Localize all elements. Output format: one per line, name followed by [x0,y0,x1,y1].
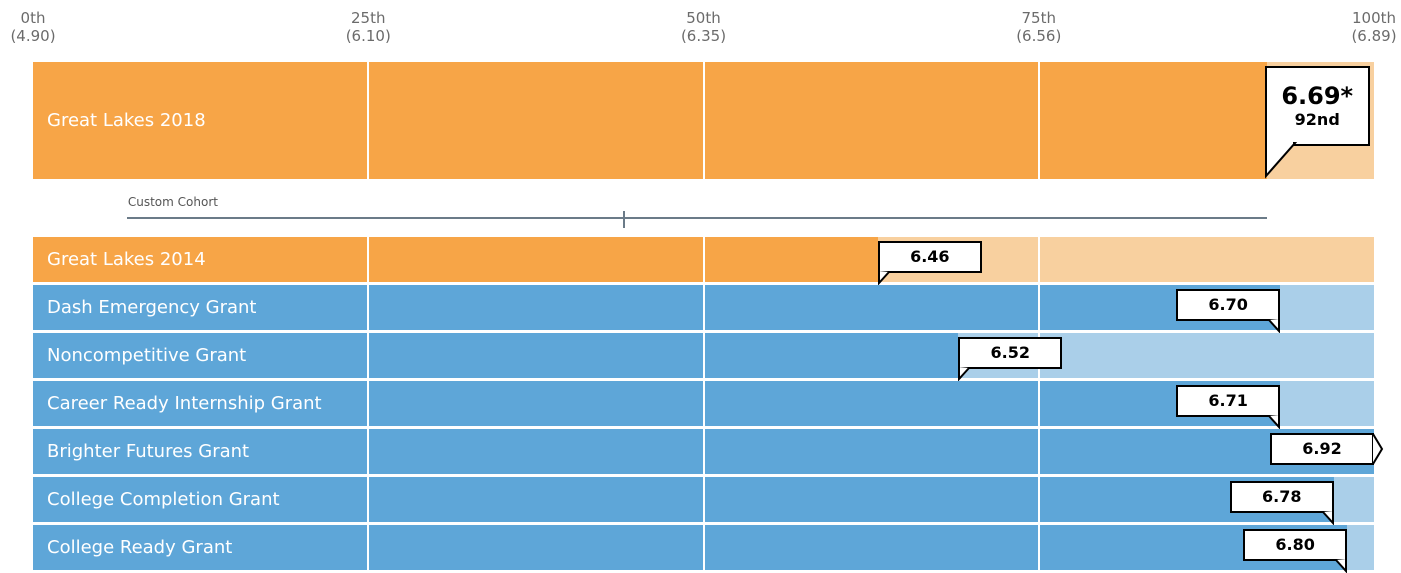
axis-tick-value: (6.56) [1016,27,1062,45]
bar-label: Noncompetitive Grant [47,345,247,366]
pointer-shape [1268,415,1281,430]
axis-tick-percentile: 100th [1351,9,1397,27]
gridline [1037,62,1040,179]
bar-fill [33,525,1348,570]
bar-fill [33,381,1281,426]
gridline [367,285,370,330]
gridline [702,285,705,330]
callout-pointer [1268,319,1281,334]
gridline [367,237,370,282]
value-callout: 6.46 [877,241,982,273]
axis-tick-value: (6.35) [680,27,727,45]
callout-pointer [877,271,890,286]
pointer-shape [1264,140,1297,179]
main-callout-pointer [1264,140,1297,179]
bar-row: Career Ready Internship Grant [33,381,1374,426]
bar-row: Great Lakes 2014 [33,237,1374,282]
gridline [702,333,705,378]
value-callout: 6.71 [1176,385,1281,417]
bar-fill [33,333,959,378]
callout-pointer [1372,433,1384,465]
axis-tick-value: (6.10) [345,27,391,45]
bar-label: College Ready Grant [47,537,233,558]
pointer-shape [958,367,971,382]
gridline [367,62,370,179]
pointer-join [1266,141,1293,144]
pointer-shape [1335,559,1348,573]
axis-tick: 75th (6.56) [979,9,1099,45]
pointer-shape [877,271,890,286]
bar-label: Career Ready Internship Grant [47,393,322,414]
main-rank: 92nd [1294,110,1340,129]
callout-pointer [1268,415,1281,430]
bar-label: Brighter Futures Grant [47,441,250,462]
gridline [1037,429,1040,474]
bar-row: Dash Emergency Grant [33,285,1374,330]
gridline [702,525,705,570]
bar-row: College Ready Grant [33,525,1374,570]
gridline [367,429,370,474]
callout-pointer [1335,559,1348,573]
callout-pointer [1322,511,1334,526]
gridline [702,477,705,522]
axis-tick-percentile: 25th [351,9,386,27]
bar-row: Brighter Futures Grant [33,429,1374,474]
cohort-label: Custom Cohort [127,195,218,209]
gridline [367,477,370,522]
axis-tick-percentile: 0th [20,9,46,27]
bar-label: Dash Emergency Grant [47,297,257,318]
gridline [702,381,705,426]
bar-label: Great Lakes 2018 [47,110,206,131]
axis-tick-percentile: 75th [1021,9,1056,27]
main-value: 6.69* [1281,82,1354,110]
gridline [1037,237,1040,282]
axis-tick: 100th (6.89) [1314,9,1401,45]
bar-fill [33,62,1267,179]
value-callout: 6.92 [1270,433,1374,465]
axis-tick-value: (4.90) [10,27,56,45]
bar-fill [33,237,878,282]
gridline [702,62,705,179]
bar-label: Great Lakes 2014 [47,249,206,270]
bar-row: College Completion Grant [33,477,1374,522]
gridline [367,525,370,570]
bar-fill [33,477,1334,522]
gridline [1037,285,1040,330]
bar-label: College Completion Grant [47,489,280,510]
axis-tick: 0th (4.90) [0,9,93,45]
pointer-shape [1322,511,1334,526]
bar-row: Noncompetitive Grant [33,333,1374,378]
gridline [367,333,370,378]
main-bar: Great Lakes 2018 [33,62,1374,179]
cohort-range-line [126,217,1267,219]
pointer-shape [1268,319,1281,334]
axis-tick-percentile: 50th [686,9,721,27]
value-callout: 6.70 [1176,289,1281,321]
gridline [702,429,705,474]
value-callout: 6.52 [958,337,1063,369]
gridline [1037,381,1040,426]
gridline [367,381,370,426]
axis-tick: 25th (6.10) [308,9,428,45]
main-value-callout: 6.69* 92nd [1264,66,1370,146]
value-callout: 6.80 [1243,529,1348,561]
gridline [702,237,705,282]
pointer-shape [1372,433,1384,465]
axis-tick: 50th (6.35) [644,9,764,45]
value-callout: 6.78 [1229,481,1334,513]
axis-tick-value: (6.89) [1351,27,1397,45]
gridline [1037,525,1040,570]
bar-fill [33,285,1281,330]
cohort-median-tick [623,211,626,228]
gridline [1037,477,1040,522]
callout-pointer [958,367,971,382]
